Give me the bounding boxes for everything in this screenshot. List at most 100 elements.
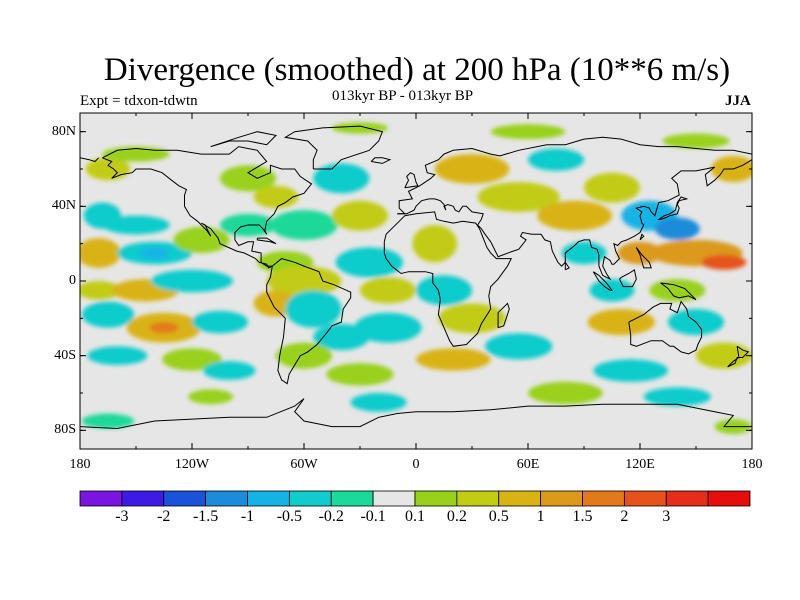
field-patch bbox=[696, 342, 752, 369]
colorbar-swatch bbox=[498, 490, 542, 507]
field-patch bbox=[81, 413, 135, 429]
colorbar-label: -1.5 bbox=[192, 508, 219, 525]
field-patch bbox=[80, 238, 122, 268]
coastline bbox=[80, 398, 752, 430]
colorbar-label: -0.5 bbox=[276, 508, 303, 525]
season-label: JJA bbox=[725, 93, 751, 109]
field-patch bbox=[253, 185, 299, 209]
field-patch bbox=[412, 225, 458, 263]
colorbar-swatch bbox=[414, 490, 458, 507]
field-patch bbox=[416, 275, 472, 306]
field-patch bbox=[561, 241, 607, 265]
colorbar-label: 2 bbox=[620, 508, 629, 525]
coastline bbox=[404, 172, 419, 189]
field-patch bbox=[102, 215, 170, 235]
field-patch bbox=[85, 157, 131, 181]
chart-title: Divergence (smoothed) at 200 hPa (10**6 … bbox=[103, 52, 731, 88]
field-patch bbox=[537, 200, 613, 231]
field-patch bbox=[438, 303, 506, 334]
lon-label: 0 bbox=[412, 457, 420, 472]
field-patch bbox=[313, 163, 370, 194]
colorbar-label: 3 bbox=[662, 508, 671, 525]
lat-label: 0 bbox=[69, 273, 76, 288]
colorbar-swatch bbox=[707, 490, 751, 507]
coastline bbox=[619, 268, 637, 288]
lat-label: 40S bbox=[54, 347, 76, 363]
lat-label: 80N bbox=[51, 123, 76, 139]
lon-label: 60W bbox=[290, 457, 318, 472]
coastline bbox=[635, 247, 652, 269]
lon-label: 180 bbox=[741, 457, 763, 472]
field-patch bbox=[173, 226, 230, 253]
field-patch bbox=[285, 290, 342, 328]
field-patch bbox=[649, 279, 706, 302]
colorbar-label: -0.2 bbox=[318, 508, 344, 525]
colorbar-swatch bbox=[121, 490, 165, 507]
axis-ticks bbox=[79, 113, 753, 449]
coastline bbox=[592, 271, 614, 291]
colorbar-label: 1 bbox=[536, 508, 545, 525]
field-patch bbox=[332, 200, 388, 231]
lon-label: 180 bbox=[69, 457, 91, 472]
field-patch bbox=[477, 182, 560, 212]
chart-subtitle: 013kyr BP - 013kyr BP bbox=[332, 88, 474, 104]
colorbar-swatch bbox=[582, 490, 625, 507]
field-patch bbox=[416, 348, 491, 371]
colorbar-swatch bbox=[205, 490, 248, 507]
coastline bbox=[639, 233, 645, 241]
field-patch bbox=[335, 247, 403, 278]
experiment-label: Expt = tdxon-tdwtn bbox=[80, 93, 198, 109]
coastline bbox=[657, 196, 689, 220]
field-patch bbox=[276, 342, 332, 369]
colorbar-swatch bbox=[540, 490, 583, 507]
colorbar-label: -1 bbox=[240, 508, 255, 525]
coastline bbox=[256, 237, 277, 245]
field-patch bbox=[266, 266, 342, 296]
field-patch bbox=[87, 346, 148, 365]
field-patch bbox=[81, 301, 135, 328]
lon-label: 60E bbox=[516, 457, 540, 472]
field-patch bbox=[584, 172, 640, 203]
field-patch bbox=[528, 381, 603, 405]
colorbar-swatch bbox=[163, 490, 207, 507]
coastline bbox=[210, 131, 278, 148]
coastline bbox=[628, 300, 703, 355]
field-patch bbox=[654, 217, 700, 240]
coastline bbox=[397, 159, 752, 281]
field-patch bbox=[701, 254, 747, 270]
colorbar-swatch bbox=[330, 490, 374, 507]
field-patch bbox=[587, 309, 655, 336]
coastline bbox=[497, 302, 510, 329]
field-patch bbox=[220, 165, 276, 192]
coastlines bbox=[80, 125, 752, 430]
colorbar-label: 0.5 bbox=[488, 508, 509, 525]
colorbar-swatch bbox=[247, 490, 290, 507]
field-patch bbox=[354, 312, 422, 343]
colorbar-label: -3 bbox=[115, 508, 129, 525]
field-patch bbox=[350, 393, 407, 412]
coastline bbox=[564, 260, 570, 271]
coastline bbox=[266, 258, 352, 385]
colorbar-label: -0.1 bbox=[360, 508, 386, 525]
field-patch bbox=[162, 348, 222, 371]
coastline bbox=[383, 211, 513, 347]
colorbar-label: 0.2 bbox=[446, 508, 467, 525]
colorbar-swatch bbox=[288, 490, 332, 507]
coastline bbox=[283, 125, 384, 170]
colorbar-swatch bbox=[623, 490, 667, 507]
field-patch bbox=[593, 359, 669, 382]
coastline bbox=[102, 146, 313, 269]
field-patch bbox=[662, 133, 730, 149]
field-patch bbox=[188, 389, 234, 405]
field-patch bbox=[332, 122, 388, 134]
field-patch bbox=[270, 210, 338, 240]
colorbar-swatch bbox=[372, 490, 416, 507]
colorbar-swatch bbox=[79, 490, 123, 507]
colorbar bbox=[79, 490, 751, 507]
colorbar-swatch bbox=[456, 490, 500, 507]
coastline bbox=[80, 157, 100, 163]
coastline bbox=[370, 157, 392, 164]
colorbar-swatch bbox=[665, 490, 709, 507]
coastline bbox=[727, 345, 750, 368]
